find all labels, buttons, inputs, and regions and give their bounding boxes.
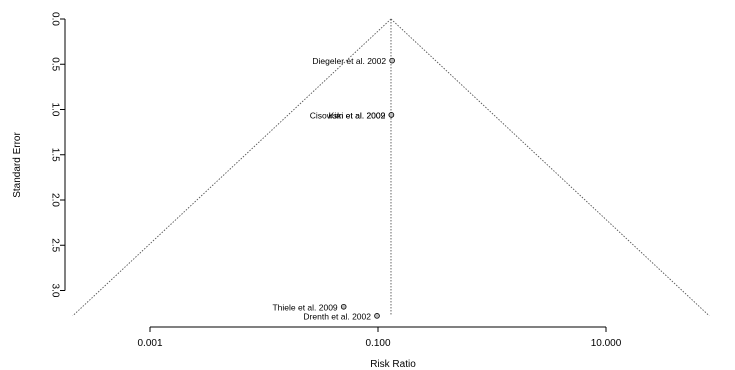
y-tick-label: 0.5 [49,57,60,71]
study-point [374,313,380,319]
study-point [388,112,395,118]
funnel-left-line [72,18,392,317]
x-axis-ticks: 0.001 0.100 10.000 [137,327,622,349]
y-tick-label: 3.0 [49,284,60,298]
funnel-right-line [390,18,710,317]
study-points: Diegeler et al. 2002 Kim et al. 2009Cisow… [272,56,395,321]
y-axis-label: Standard Error [12,132,23,198]
study-label: Thiele et al. 2009 [272,302,337,312]
y-tick-label: 2.0 [49,193,60,207]
study-label: Diegeler et al. 2002 [312,56,386,66]
y-tick-label: 1.5 [49,148,60,162]
study-label: Cisowski et al. 2002 [310,110,386,120]
study-label: Drenth et al. 2002 [303,311,371,321]
y-axis-ticks: 0.0 0.5 1.0 1.5 2.0 2.5 3.0 [49,12,65,298]
y-tick-label: 0.0 [49,12,60,26]
y-tick-label: 2.5 [49,238,60,252]
study-point [389,57,395,64]
funnel-lines [72,18,710,317]
study-label: Kim et al. 2009 [329,110,386,120]
x-axis-label: Risk Ratio [370,359,416,370]
study-point [340,303,347,310]
x-tick-label: 0.100 [365,338,390,349]
y-tick-label: 1.0 [49,103,60,117]
x-tick-label: 0.001 [137,338,162,349]
x-tick-label: 10.000 [591,338,622,349]
